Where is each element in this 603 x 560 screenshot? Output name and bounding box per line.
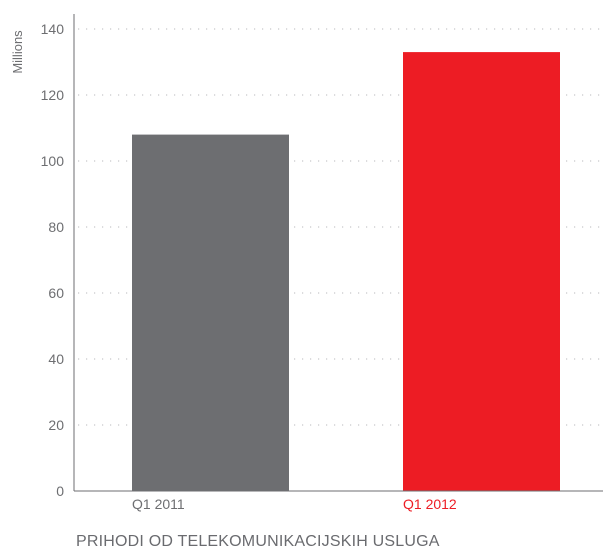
x-category-labels: Q1 2011 Q1 2012	[132, 496, 457, 512]
y-tick-label: 0	[56, 483, 64, 499]
y-tick-labels: 0 20 40 60 80 100 120 140	[41, 21, 65, 499]
x-category-label: Q1 2011	[132, 496, 185, 512]
chart-title: PRIHODI OD TELEKOMUNIKACIJSKIH USLUGA	[76, 533, 440, 550]
y-tick-label: 40	[48, 351, 64, 367]
y-tick-label: 60	[48, 285, 64, 301]
y-tick-label: 20	[48, 417, 64, 433]
y-axis-label: Millions	[10, 30, 25, 74]
y-tick-label: 80	[48, 219, 64, 235]
bar-q1-2012	[403, 52, 560, 491]
y-tick-label: 120	[41, 87, 65, 103]
bars	[132, 52, 560, 491]
y-tick-label: 140	[41, 21, 65, 37]
x-category-label: Q1 2012	[403, 496, 457, 512]
bar-q1-2011	[132, 134, 289, 491]
y-tick-label: 100	[41, 153, 65, 169]
axes	[73, 14, 603, 492]
